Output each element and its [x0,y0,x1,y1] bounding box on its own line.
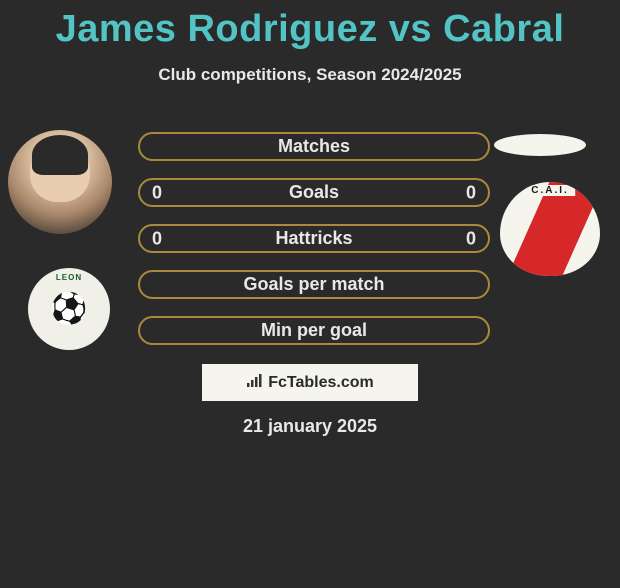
player-avatar-right [494,134,586,156]
page-title: James Rodriguez vs Cabral [0,8,620,51]
player-avatar-left [8,130,112,234]
stat-row-goals: 0 Goals 0 [138,178,490,207]
stat-left-value: 0 [152,182,162,203]
stat-row-goals-per-match: Goals per match [138,270,490,299]
date-label: 21 january 2025 [0,416,620,437]
stat-right-value: 0 [466,228,476,249]
stat-label: Min per goal [261,320,367,341]
stat-row-hattricks: 0 Hattricks 0 [138,224,490,253]
stat-label: Goals [289,182,339,203]
chart-icon [246,374,264,392]
stat-label: Hattricks [275,228,352,249]
leon-badge-icon [47,287,91,331]
stat-left-value: 0 [152,228,162,249]
stat-right-value: 0 [466,182,476,203]
club-badge-left [28,268,110,350]
branding-badge: FcTables.com [202,364,418,401]
club-badge-right [500,182,600,276]
stats-table: Matches 0 Goals 0 0 Hattricks 0 Goals pe… [138,132,490,362]
stat-row-matches: Matches [138,132,490,161]
stat-label: Goals per match [243,274,384,295]
stat-label: Matches [278,136,350,157]
page-subtitle: Club competitions, Season 2024/2025 [0,65,620,85]
stat-row-min-per-goal: Min per goal [138,316,490,345]
branding-text: FcTables.com [268,374,374,392]
